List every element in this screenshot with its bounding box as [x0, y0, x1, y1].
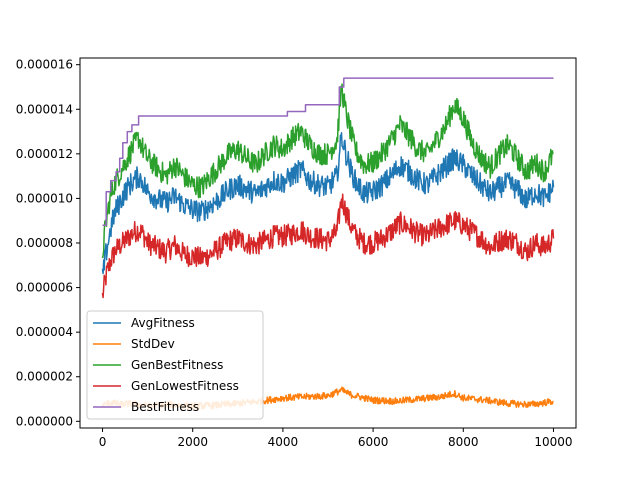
y-tick-label: 0.000010: [16, 191, 73, 205]
series-line-avgfitness: [101, 132, 555, 275]
legend-label: GenLowestFitness: [131, 379, 239, 393]
series-line-genbestfitness: [101, 83, 554, 259]
x-tick-label: 0: [99, 435, 107, 449]
x-tick-label: 2000: [177, 435, 208, 449]
x-tick-label: 8000: [448, 435, 479, 449]
series-line-bestfitness: [102, 77, 554, 226]
y-tick-label: 0.000004: [16, 325, 73, 339]
y-tick-label: 0.000012: [16, 147, 73, 161]
y-tick-label: 0.000002: [16, 370, 73, 384]
x-tick-label: 10000: [534, 435, 572, 449]
x-axis: 0 2000 4000 6000 8000 10000: [99, 428, 573, 449]
y-tick-label: 0.000000: [16, 414, 73, 428]
legend-label: StdDev: [131, 337, 175, 351]
x-tick-label: 4000: [268, 435, 299, 449]
legend-label: AvgFitness: [131, 316, 195, 330]
y-tick-label: 0.000008: [16, 236, 73, 250]
legend-label: GenBestFitness: [131, 358, 223, 372]
legend: AvgFitness StdDev GenBestFitness GenLowestF…: [86, 310, 264, 420]
legend-label: BestFitness: [131, 400, 199, 414]
legend-box: [86, 310, 264, 420]
series-line-genlowestfitness: [101, 193, 555, 299]
y-tick-label: 0.000006: [16, 281, 73, 295]
x-tick-label: 6000: [358, 435, 389, 449]
y-tick-label: 0.000016: [16, 58, 73, 72]
y-tick-label: 0.000014: [16, 102, 73, 116]
y-axis: 0.000000 0.000002 0.000004 0.000006 0.000008…: [16, 58, 80, 428]
